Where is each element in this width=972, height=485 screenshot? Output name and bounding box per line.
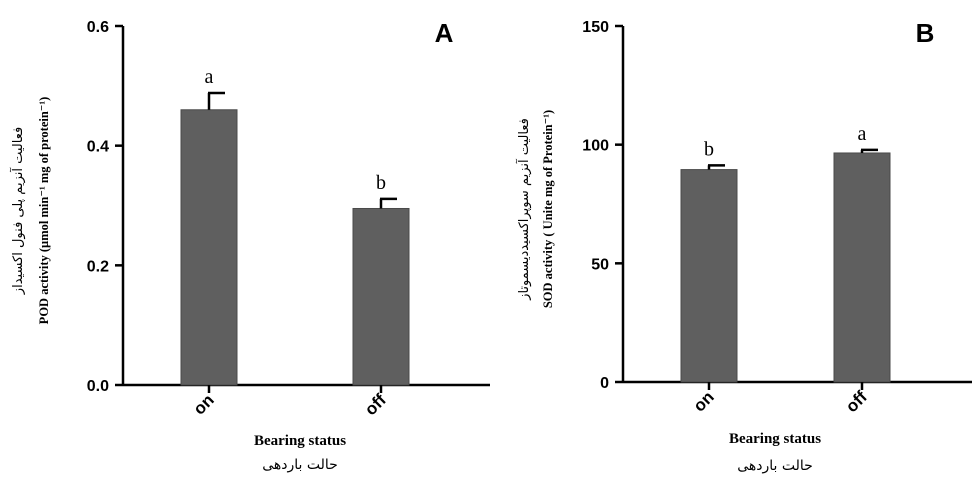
y-tick-label: 100 bbox=[582, 138, 609, 155]
y-tick-label: 0.0 bbox=[87, 378, 109, 395]
x-tick-label-on: on bbox=[190, 390, 218, 418]
y-tick-label: 0.4 bbox=[87, 139, 109, 156]
y-tick-label: 0.2 bbox=[87, 258, 109, 275]
y-axis-label: POD activity (µmol min⁻¹ mg of protein⁻¹… bbox=[37, 97, 51, 325]
y-tick-label: 0.6 bbox=[87, 19, 109, 36]
panel-letter: B bbox=[916, 18, 935, 48]
y-tick-label: 50 bbox=[591, 256, 609, 273]
x-axis-label: Bearing status bbox=[254, 433, 346, 449]
significance-letter-off: b bbox=[376, 172, 386, 194]
x-tick-label-on: on bbox=[690, 387, 718, 415]
significance-letter-on: b bbox=[704, 138, 714, 160]
chart-panel-b: 0 50 100 150 on b off a B Bearing status حالت بارد… bbox=[515, 18, 972, 474]
y-axis-label: SOD activity ( Unite mg of Protein⁻¹) bbox=[541, 110, 555, 308]
x-tick-label-off: off bbox=[361, 390, 390, 419]
chart-panel-a: 0.0 0.2 0.4 0.6 on a off b A Bearing status حالت ب… bbox=[9, 18, 490, 473]
bar-off bbox=[833, 152, 891, 383]
panel-letter: A bbox=[435, 18, 454, 48]
x-axis-label-persian: حالت باردهی bbox=[262, 457, 338, 473]
x-axis-label-persian: حالت باردهی bbox=[737, 458, 813, 474]
y-tick-label: 0 bbox=[600, 375, 609, 392]
bar-on bbox=[680, 169, 738, 383]
significance-letter-off: a bbox=[858, 123, 867, 145]
bar-off bbox=[352, 207, 410, 386]
significance-letter-on: a bbox=[205, 66, 214, 88]
y-axis-label-persian: فعالیت آنزیم پلی فنول اکسیداز bbox=[9, 127, 26, 295]
y-axis-label-persian: فعالیت آنزیم سوپراکسیددیسموتاز bbox=[515, 118, 532, 301]
x-tick-label-off: off bbox=[842, 387, 871, 416]
y-tick-label: 150 bbox=[582, 19, 609, 36]
x-axis-label: Bearing status bbox=[729, 431, 821, 447]
bar-on bbox=[180, 109, 238, 386]
